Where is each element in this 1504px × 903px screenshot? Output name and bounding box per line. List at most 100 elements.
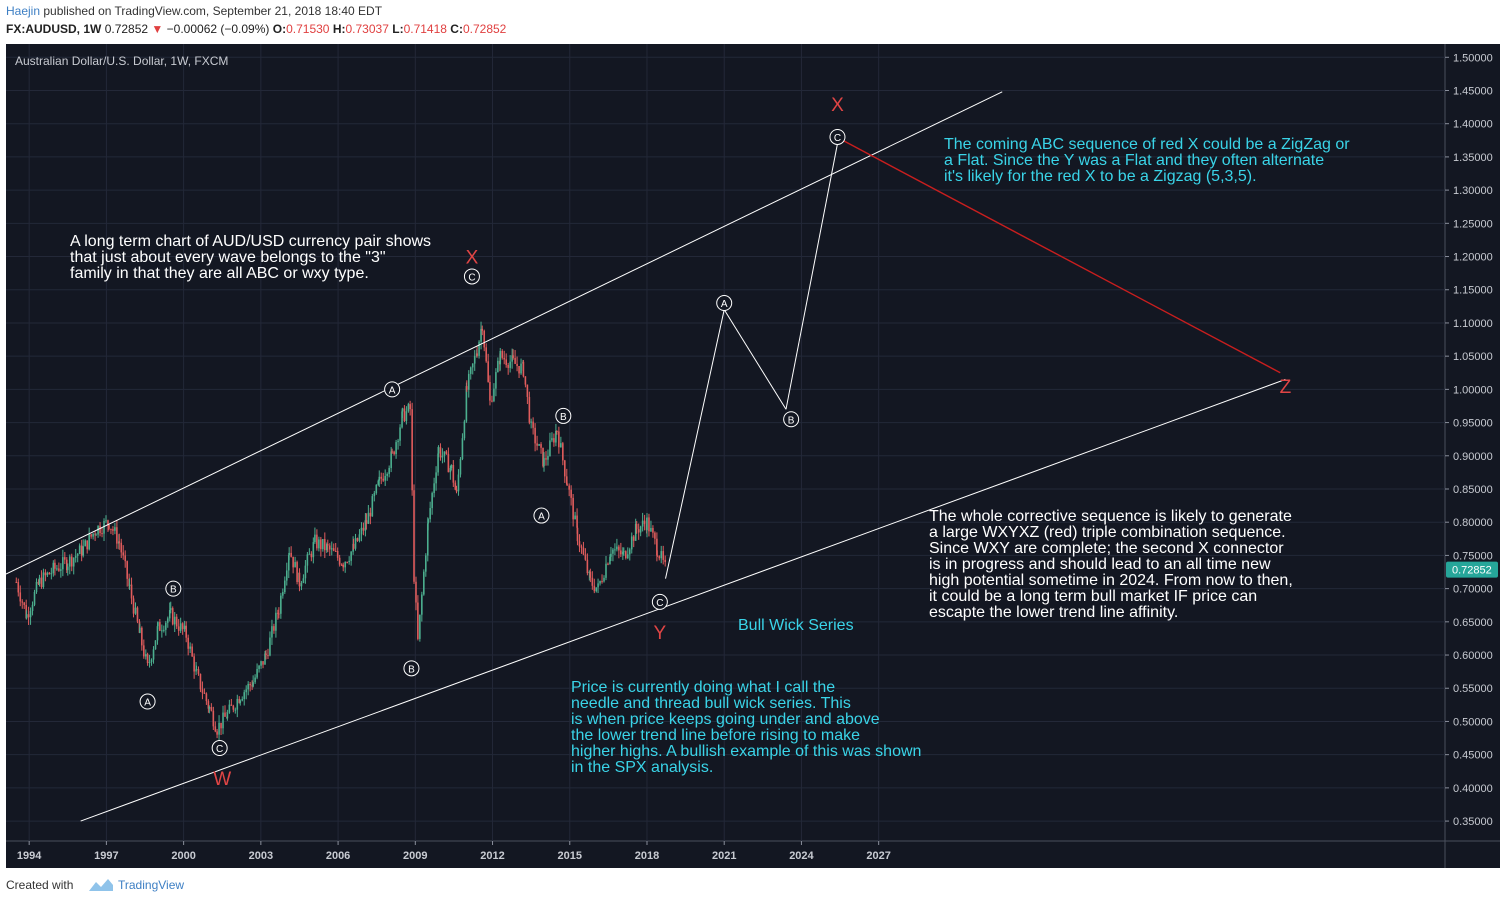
candle-body (417, 602, 419, 639)
candle-body (427, 519, 429, 524)
candle-body (15, 581, 18, 583)
candle-body (397, 440, 399, 443)
candle-body (70, 556, 73, 567)
candle-body (95, 534, 97, 536)
candle-body (29, 611, 32, 618)
chart-svg[interactable]: 1994 1997 2000 2003 2006 2009 2012 2015 2018 2021… (5, 44, 1500, 868)
candle-body (31, 604, 34, 612)
candle-body (501, 351, 504, 358)
candle-body (332, 548, 335, 551)
candle-body (132, 598, 135, 614)
candle-body (505, 359, 507, 365)
candle-body (419, 614, 421, 639)
candle-body (152, 649, 155, 660)
candle-body (52, 562, 55, 574)
candle-body (50, 573, 53, 575)
candle-body (457, 474, 460, 492)
candle-body (294, 562, 296, 568)
candle-body (452, 464, 455, 483)
candle-body (288, 552, 290, 556)
candle-body (473, 355, 476, 364)
annotation-bull-wick: Bull Wick Series (738, 617, 854, 634)
candle-body (344, 562, 347, 568)
candle-body (401, 411, 403, 428)
x-axis: 1994 1997 2000 2003 2006 2009 2012 2015 2018 2021… (17, 841, 891, 862)
symbol-info: FX:AUDUSD, 1W 0.72852 ▼ −0.00062 (−0.09%… (6, 22, 506, 36)
candle-body (287, 555, 290, 571)
tradingview-link[interactable]: TradingView (118, 878, 185, 892)
candle-body (660, 551, 663, 559)
candle-body (54, 562, 56, 569)
candle-body (439, 447, 442, 458)
candle-body (393, 451, 395, 455)
candle-body (648, 517, 650, 532)
candle-body (618, 546, 620, 551)
candle-body (216, 731, 218, 735)
candle-body (375, 484, 378, 494)
x-tick-label: 2006 (326, 850, 350, 862)
candle-body (222, 712, 224, 729)
candle-body (181, 623, 184, 630)
candle-body (542, 447, 544, 467)
chart-area[interactable]: 1994 1997 2000 2003 2006 2009 2012 2015 2018 2021… (5, 44, 1500, 868)
wave-label-a: A (538, 512, 545, 523)
candle-body (92, 533, 94, 537)
candle-body (114, 527, 116, 531)
candle-body (358, 534, 361, 541)
candle-body (99, 525, 101, 534)
candle-body (17, 582, 20, 593)
wave-label-b: B (408, 664, 415, 675)
y-tick-label: 0.80000 (1453, 517, 1493, 529)
high-label: H: (332, 22, 346, 36)
y-tick-label: 1.25000 (1453, 218, 1493, 230)
candle-body (469, 367, 472, 374)
annotation-red-x-line: The coming ABC sequence of red X could b… (944, 136, 1350, 153)
down-arrow-icon: ▼ (151, 22, 164, 36)
candle-body (183, 625, 186, 630)
candle-body (624, 551, 627, 559)
x-tick-label: 2024 (789, 850, 814, 862)
candle-body (189, 646, 191, 649)
candle-body (405, 411, 408, 422)
author-link[interactable]: Haejin (6, 4, 41, 18)
candle-body (664, 559, 667, 563)
wave-circle (165, 580, 182, 597)
candle-body (169, 608, 172, 611)
candle-body (120, 542, 123, 553)
y-tick-label: 1.15000 (1453, 285, 1493, 297)
candle-body (224, 712, 226, 717)
candle-body (491, 400, 493, 402)
candle-body (264, 653, 266, 665)
candle-body (68, 556, 71, 567)
candle-body (110, 528, 112, 530)
candle-body (378, 476, 381, 481)
candle-body (346, 562, 348, 564)
candle-body (605, 563, 607, 578)
candle-body (401, 408, 404, 412)
candle-body (348, 560, 350, 563)
candle-body (384, 475, 387, 481)
candle-body (652, 528, 654, 533)
wave-label-red-w: W (213, 769, 231, 790)
candle-body (574, 515, 576, 520)
candle-body (116, 527, 118, 544)
x-tick-label: 2000 (171, 850, 195, 862)
candle-body (555, 430, 557, 443)
candle-body (199, 673, 202, 690)
candle-body (146, 654, 149, 664)
candle-body (622, 551, 624, 555)
candle-body (205, 693, 208, 702)
candle-body (558, 431, 560, 448)
candle-body (565, 476, 568, 485)
candle-body (76, 554, 79, 556)
candle-body (415, 581, 417, 603)
annotation-intro-line: that just about every wave belongs to th… (70, 249, 386, 266)
x-tick-label: 2015 (558, 850, 582, 862)
candle-body (576, 515, 578, 528)
candle-body (530, 421, 532, 423)
wave-label-red-x: X (831, 95, 844, 116)
candle-body (275, 612, 277, 631)
candle-body (340, 564, 343, 566)
annotation-red-x-line: a Flat. Since the Y was a Flat and they … (944, 152, 1324, 169)
